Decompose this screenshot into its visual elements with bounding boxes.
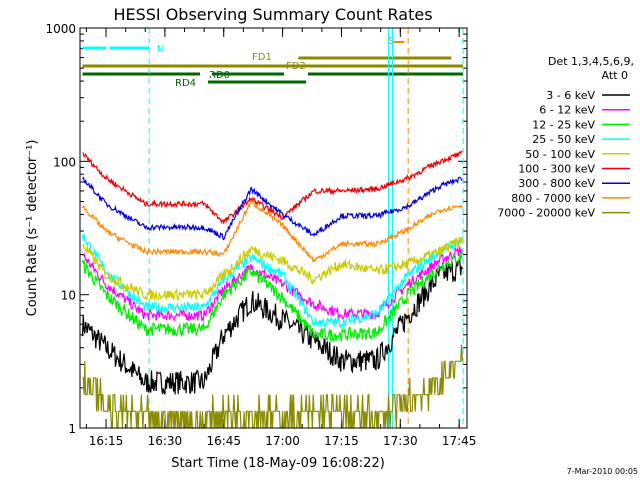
flag-s-bar-label: S (388, 36, 394, 47)
axes-layer: 16:15 16:30 16:45 17:00 17:15 17:30 17:45 1 10 10… (45, 22, 476, 448)
x-tick-label: 17:30 (383, 434, 418, 448)
legend: Det 1,3,4,5,6,9, Att 0 3 - 6 keV 6 - 12 k… (497, 55, 634, 220)
series-line-5 (82, 236, 463, 302)
legend-header-line-2: Att 0 (602, 69, 628, 82)
legend-label-4: 25 - 50 keV (532, 133, 595, 146)
flag-rd4-bar-label: RD4 (175, 78, 196, 89)
footer-timestamp: 7-Mar-2010 00:05 (567, 467, 638, 476)
series-line-8 (81, 198, 463, 263)
legend-label-1: 3 - 6 keV (546, 89, 595, 102)
series-line-9 (82, 344, 463, 429)
legend-header-line-1: Det 1,3,4,5,6,9, (548, 55, 634, 68)
series-line-1 (81, 259, 463, 395)
chart-title: HESSI Observing Summary Count Rates (113, 5, 432, 24)
x-axis-label: Start Time (18-May-09 16:08:22) (171, 456, 385, 471)
y-tick-label: 10 (61, 289, 76, 303)
legend-label-3: 12 - 25 keV (532, 118, 595, 131)
x-tick-label: 17:00 (265, 434, 300, 448)
series-line-4 (81, 233, 463, 329)
plot-frame (79, 27, 468, 429)
flag-rd0-bar-label: RD0 (209, 70, 230, 81)
legend-label-7: 300 - 800 keV (518, 177, 595, 190)
flag-fd2-bar-label: FD2 (286, 61, 306, 72)
y-axis-label: Count Rate (s⁻¹ detector⁻¹) (25, 140, 40, 317)
series-line-7 (82, 176, 463, 241)
flag-fd1-bar-label: FD1 (252, 52, 272, 63)
x-tick-label: 17:45 (442, 434, 477, 448)
y-tick-label: 1 (68, 422, 76, 436)
flag-n-bar-label: N (157, 44, 164, 55)
x-tick-label: 16:45 (206, 434, 241, 448)
y-tick-label: 1000 (45, 22, 76, 36)
x-tick-label: 16:15 (89, 434, 124, 448)
legend-label-9: 7000 - 20000 keV (497, 207, 595, 220)
series-line-6 (82, 150, 463, 225)
x-tick-label: 17:15 (324, 434, 359, 448)
legend-label-2: 6 - 12 keV (539, 104, 595, 117)
x-tick-label: 16:30 (148, 434, 183, 448)
legend-label-6: 100 - 300 keV (518, 163, 595, 176)
series-line-3 (81, 251, 463, 342)
annotation-layer: N S FD1 FD2 RD0 RD4 (82, 28, 476, 428)
legend-label-5: 50 - 100 keV (525, 148, 595, 161)
legend-label-8: 800 - 7000 keV (511, 192, 595, 205)
series-layer (81, 150, 463, 429)
y-tick-label: 100 (53, 155, 76, 169)
